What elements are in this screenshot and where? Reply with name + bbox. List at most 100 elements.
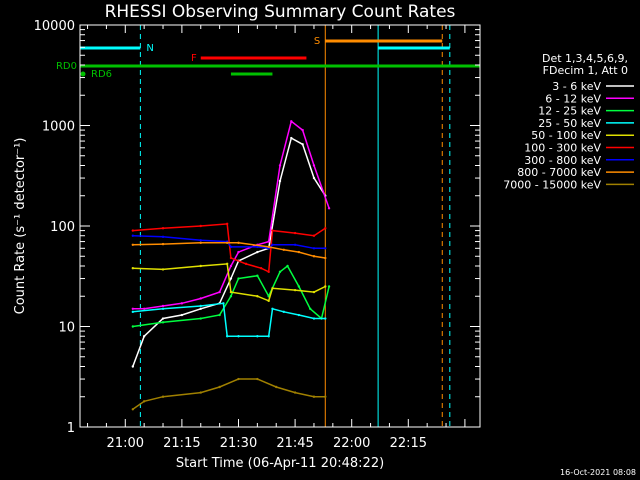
data-point — [131, 325, 135, 328]
series-line — [132, 242, 326, 259]
data-point — [199, 241, 202, 245]
rd6-marker — [80, 71, 86, 77]
data-point — [131, 267, 135, 270]
data-point — [131, 310, 135, 314]
data-point — [324, 317, 327, 320]
data-point — [199, 317, 202, 320]
x-tick-label: 22:15 — [390, 436, 427, 451]
legend-entry-label: 50 - 100 keV — [531, 129, 601, 142]
data-point — [286, 264, 289, 268]
data-point — [142, 307, 146, 311]
data-point — [142, 335, 146, 338]
y-tick-label: 10 — [58, 321, 75, 336]
data-point — [199, 239, 202, 242]
data-point — [161, 395, 165, 398]
legend-entry-label: 25 - 50 keV — [538, 117, 601, 130]
data-point — [161, 317, 165, 320]
data-point — [131, 234, 135, 237]
data-point — [225, 262, 229, 266]
data-point — [297, 250, 301, 254]
data-point — [267, 299, 270, 303]
data-point — [301, 128, 304, 132]
data-point — [312, 255, 316, 258]
data-point — [256, 335, 259, 338]
data-point — [275, 385, 278, 389]
data-point — [271, 287, 274, 290]
data-point — [161, 242, 165, 246]
series-line — [132, 120, 330, 310]
data-point — [267, 245, 270, 249]
legend-header: Det 1,3,4,5,6,9, — [542, 52, 628, 65]
data-point — [256, 245, 259, 249]
data-point — [271, 307, 274, 311]
data-point — [327, 207, 331, 210]
flag-label: RD6 — [91, 69, 112, 80]
data-point — [278, 179, 282, 183]
data-point — [237, 277, 240, 280]
data-point — [199, 391, 202, 394]
data-point — [297, 285, 301, 288]
data-point — [161, 268, 165, 271]
data-point — [290, 120, 293, 123]
data-point — [324, 285, 327, 288]
x-tick-label: 21:00 — [107, 436, 144, 451]
data-point — [312, 317, 316, 320]
data-point — [282, 248, 285, 251]
flag-label: F — [191, 53, 197, 64]
x-tick-label: 21:15 — [163, 436, 200, 451]
data-point — [229, 295, 233, 298]
series-line — [132, 378, 326, 410]
x-axis-label: Start Time (06-Apr-11 20:48:22) — [176, 456, 384, 471]
data-point — [278, 164, 282, 167]
chart-title: RHESSI Observing Summary Count Rates — [105, 2, 456, 22]
data-point — [237, 250, 240, 254]
data-point — [199, 304, 202, 308]
data-point — [131, 365, 135, 368]
data-point — [131, 229, 135, 232]
legend-entry-label: 7000 - 15000 keV — [503, 178, 601, 191]
legend-entry-label: 3 - 6 keV — [552, 80, 601, 93]
data-point — [278, 270, 282, 274]
data-point — [225, 222, 229, 226]
data-point — [199, 307, 202, 311]
y-tick-label: 1000 — [42, 120, 75, 135]
data-point — [327, 285, 331, 288]
data-point — [237, 377, 240, 381]
data-point — [225, 335, 229, 338]
x-tick-label: 22:00 — [333, 436, 370, 451]
legend-entry-label: 800 - 7000 keV — [517, 166, 601, 179]
data-point — [218, 313, 221, 317]
data-point — [218, 385, 221, 389]
legend-entry-label: 300 - 800 keV — [524, 154, 601, 167]
legend-entry-label: 100 - 300 keV — [524, 142, 601, 155]
data-point — [161, 235, 165, 239]
y-tick-label: 10000 — [34, 19, 75, 34]
data-point — [218, 290, 221, 294]
y-tick-label: 100 — [50, 220, 75, 235]
data-point — [161, 227, 165, 230]
data-point — [161, 307, 165, 311]
data-point — [301, 143, 304, 146]
data-point — [308, 307, 312, 311]
data-point — [229, 277, 233, 280]
data-point — [229, 290, 233, 294]
legend-header: FDecim 1, Att 0 — [543, 64, 628, 77]
annotation-layer: N F S RD0 RD6 — [56, 25, 480, 427]
data-point — [131, 243, 135, 247]
data-point — [267, 240, 270, 243]
data-point — [229, 264, 233, 268]
data-point — [293, 391, 297, 394]
data-point — [131, 307, 135, 311]
series-line — [132, 264, 330, 328]
data-point — [267, 270, 270, 274]
data-point — [312, 176, 316, 180]
x-tick-label: 21:30 — [220, 436, 257, 451]
data-point — [324, 247, 327, 250]
x-tick-label: 21:45 — [276, 436, 313, 451]
data-point — [256, 377, 259, 381]
data-point — [312, 234, 316, 237]
data-point — [290, 136, 293, 140]
data-point — [312, 247, 316, 250]
data-point — [312, 164, 316, 167]
